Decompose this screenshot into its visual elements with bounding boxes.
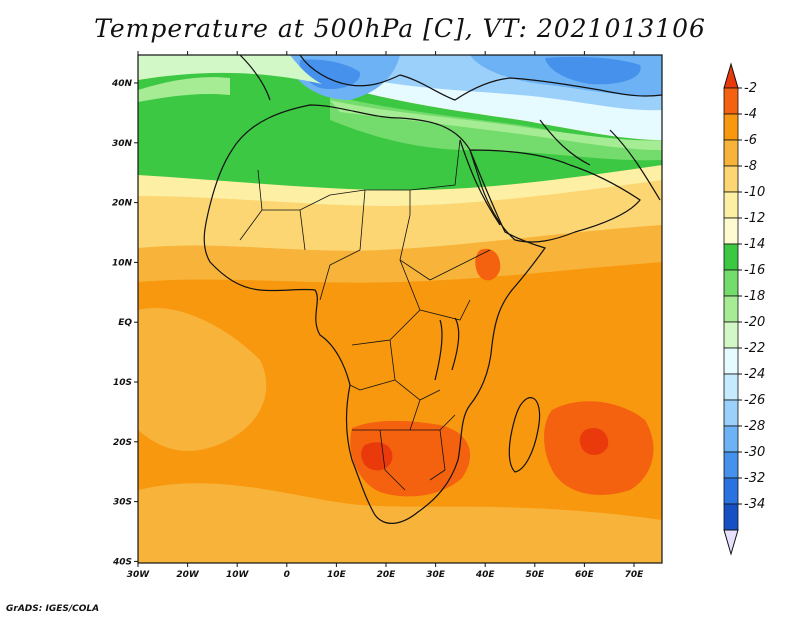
colorbar-cell <box>723 113 739 141</box>
x-tick-label: 70E <box>625 570 645 580</box>
colorbar <box>723 62 742 556</box>
colorbar-level-label: -22 <box>744 341 765 356</box>
colorbar-level-label: -4 <box>744 107 757 122</box>
map-frame <box>137 54 663 564</box>
field-light-orange-west <box>138 308 267 451</box>
field-light-orange-south <box>138 483 662 563</box>
x-tick-label: 20W <box>176 570 200 580</box>
country-borders <box>239 139 491 491</box>
y-tick-label: EQ <box>118 318 132 328</box>
colorbar-level-label: -34 <box>744 497 765 512</box>
field-very-hot-core-east <box>579 427 609 455</box>
colorbar-cell <box>723 243 739 271</box>
field-mid-blue-east <box>545 56 641 85</box>
coastlines <box>203 55 662 524</box>
colorbar-cell <box>723 217 739 245</box>
x-tick-label: 50E <box>525 570 545 580</box>
y-tick-label: 40S <box>112 557 132 567</box>
persian-gulf <box>539 119 661 201</box>
colorbar-level-label: -14 <box>744 237 765 252</box>
x-tick-label: 20E <box>377 570 397 580</box>
colorbar-bottom-arrow <box>723 529 739 556</box>
colorbar-labels: -2 -4 -6 -8 -10 -12 -14 -16 -18 -20 -22 -24 -26 -28 -3… <box>744 81 765 512</box>
y-tick-label: 10S <box>113 378 132 388</box>
colorbar-cell <box>723 347 739 375</box>
arabia-coast <box>469 149 641 243</box>
colorbar-level-label: -10 <box>744 185 765 200</box>
colorbar-cell <box>723 269 739 297</box>
x-tick-label: 60E <box>575 570 595 580</box>
red-sea <box>459 139 501 226</box>
y-tick-label: 10N <box>112 258 133 268</box>
colorbar-level-label: -26 <box>744 393 765 408</box>
africa-coast <box>203 104 546 524</box>
colorbar-cell <box>723 295 739 323</box>
y-tick-label: 40N <box>111 79 133 89</box>
colorbar-level-label: -6 <box>744 133 757 148</box>
colorbar-cell <box>723 503 739 531</box>
colorbar-cell <box>723 321 739 349</box>
colorbar-cell <box>723 477 739 505</box>
colorbar-level-label: -28 <box>744 419 765 434</box>
y-tick-label: 20S <box>113 438 132 448</box>
field-hot-southern-africa <box>350 420 471 497</box>
x-tick-label: 10E <box>327 570 347 580</box>
colorbar-top-arrow <box>723 62 739 89</box>
colorbar-level-label: -12 <box>744 211 765 226</box>
europe-coast <box>239 55 662 101</box>
colorbar-level-label: -30 <box>744 445 765 460</box>
colorbar-level-label: -20 <box>744 315 765 330</box>
colorbar-cell <box>723 425 739 453</box>
temperature-field <box>138 55 662 563</box>
x-tick-label: 0 <box>284 570 290 580</box>
colorbar-level-label: -18 <box>744 289 765 304</box>
colorbar-cell <box>723 451 739 479</box>
y-tick-label: 30N <box>112 139 133 149</box>
x-tick-label: 40E <box>475 570 496 580</box>
x-tick-label: 10W <box>226 570 250 580</box>
x-tick-label: 30W <box>127 570 151 580</box>
colorbar-cell <box>723 373 739 401</box>
colorbar-level-label: -32 <box>744 471 765 486</box>
field-hot-ethiopia <box>475 248 501 281</box>
colorbar-level-label: -16 <box>744 263 765 278</box>
colorbar-cell <box>723 139 739 167</box>
colorbar-level-label: -8 <box>744 159 757 174</box>
colorbar-cell <box>723 165 739 193</box>
field-pale-green <box>138 55 322 84</box>
field-light-green-west <box>138 77 230 102</box>
x-axis-tick-labels: 30W 20W 10W 0 10E 20E 30E 40E 50E 60E 70E <box>127 570 644 580</box>
field-pale-yellow <box>138 162 662 206</box>
y-tick-label: 20N <box>112 199 133 209</box>
madagascar-coast <box>508 397 541 473</box>
colorbar-level-label: -24 <box>744 367 765 382</box>
colorbar-cell <box>723 87 739 115</box>
y-axis-tick-labels: 40N 30N 20N 10N EQ 10S 20S 30S 40S <box>111 79 133 567</box>
colorbar-cell <box>723 191 739 219</box>
colorbar-cell <box>723 399 739 427</box>
axis-tick-marks <box>134 51 635 567</box>
field-light-green <box>330 100 662 150</box>
map-title: Temperature at 500hPa [C], VT: 202101310… <box>94 14 706 43</box>
colorbar-level-label: -2 <box>744 81 757 96</box>
credit-label: GrADS: IGES/COLA <box>6 604 100 614</box>
y-tick-label: 30S <box>113 498 132 508</box>
x-tick-label: 30E <box>426 570 446 580</box>
